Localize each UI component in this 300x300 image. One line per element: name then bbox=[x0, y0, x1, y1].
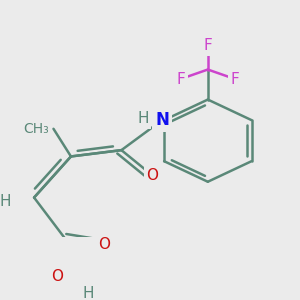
Text: H: H bbox=[0, 194, 11, 209]
Text: F: F bbox=[176, 71, 185, 86]
Text: O: O bbox=[51, 269, 63, 284]
Text: CH₃: CH₃ bbox=[23, 122, 49, 136]
Text: H: H bbox=[137, 111, 148, 126]
Text: O: O bbox=[146, 168, 158, 183]
Text: F: F bbox=[231, 71, 239, 86]
Text: N: N bbox=[155, 111, 169, 129]
Text: O: O bbox=[98, 238, 110, 253]
Text: H: H bbox=[83, 286, 94, 300]
Text: F: F bbox=[203, 38, 212, 53]
